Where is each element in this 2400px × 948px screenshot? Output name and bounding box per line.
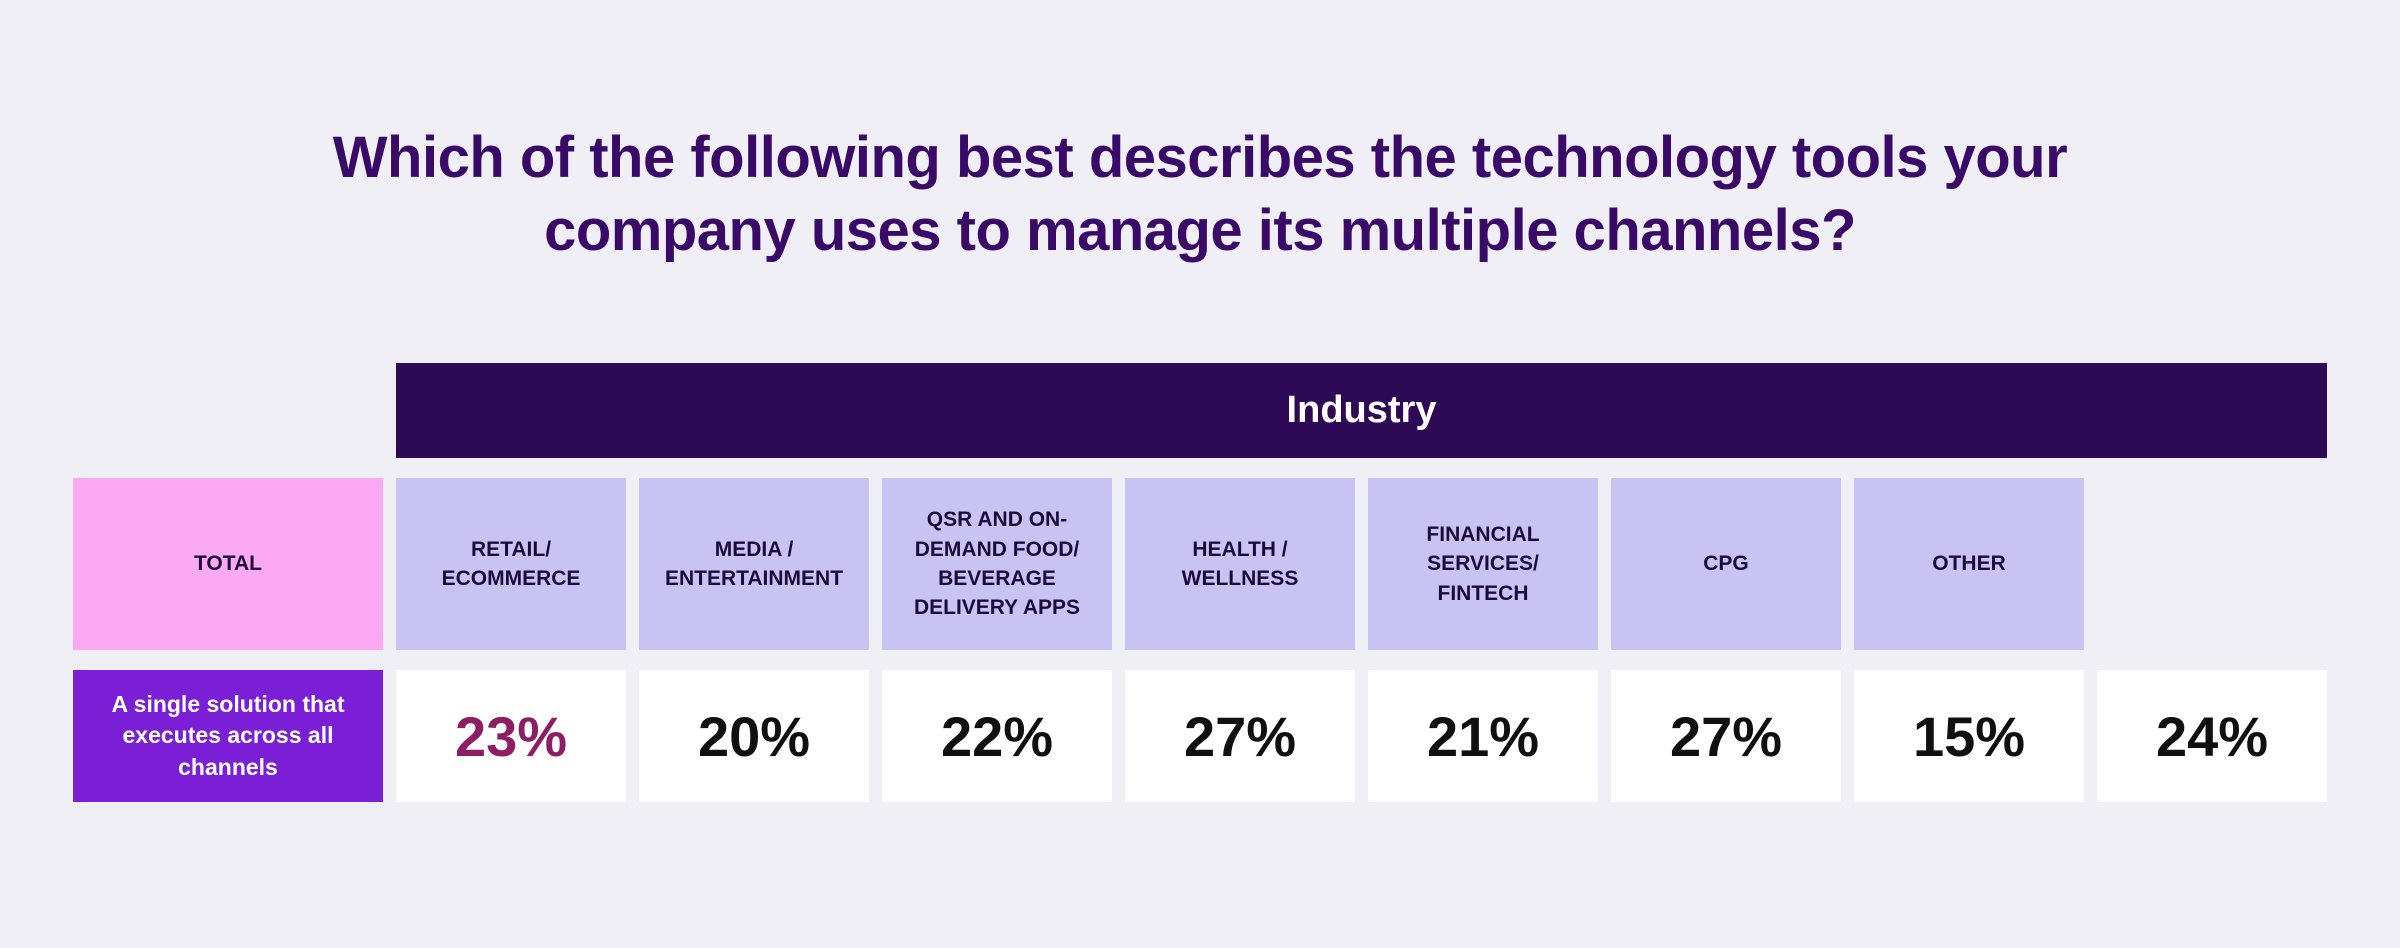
column-header-health-wellness: HEALTH / WELLNESS <box>1125 478 1355 650</box>
column-header-cpg: CPG <box>1611 478 1841 650</box>
value-other: 24% <box>2097 670 2327 802</box>
column-header-other: OTHER <box>1854 478 2084 650</box>
value-total: 23% <box>396 670 626 802</box>
survey-table: Industry TOTAL RETAIL/ ECOMMERCE MEDIA /… <box>73 363 2327 802</box>
value-health-wellness: 21% <box>1368 670 1598 802</box>
column-header-retail-ecommerce: RETAIL/ ECOMMERCE <box>396 478 626 650</box>
industry-group-header: Industry <box>396 363 2327 458</box>
column-header-financial-fintech: FINANCIAL SERVICES/ FINTECH <box>1368 478 1598 650</box>
value-qsr-food-delivery: 27% <box>1125 670 1355 802</box>
column-header-qsr-food-delivery: QSR AND ON-DEMAND FOOD/ BEVERAGE DELIVER… <box>882 478 1112 650</box>
value-cpg: 15% <box>1854 670 2084 802</box>
row-label-single-solution: A single solution that executes across a… <box>73 670 383 802</box>
value-retail-ecommerce: 20% <box>639 670 869 802</box>
value-financial-fintech: 27% <box>1611 670 1841 802</box>
value-media-entertainment: 22% <box>882 670 1112 802</box>
survey-results-page: Which of the following best describes th… <box>0 122 2400 948</box>
column-header-total: TOTAL <box>73 478 383 650</box>
column-header-media-entertainment: MEDIA / ENTERTAINMENT <box>639 478 869 650</box>
page-title: Which of the following best describes th… <box>332 125 2068 263</box>
